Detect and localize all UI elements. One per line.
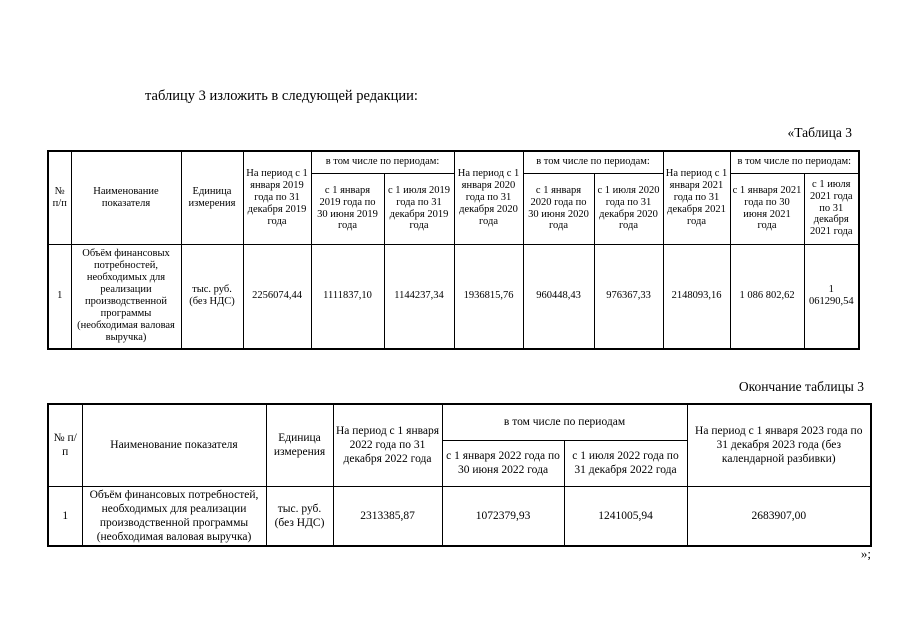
col-header-h2-2020: с 1 июля 2020 года по 31 декабря 2020 го… <box>593 172 664 245</box>
cont-cell-indicator: Объём финансовых потребностей, необходим… <box>81 485 267 547</box>
cont-cell-row-num: 1 <box>47 485 83 547</box>
col-header-period-2021: На период с 1 января 2021 года по 31 дек… <box>662 150 731 245</box>
cont-col-header-h2-2022: с 1 июля 2022 года по 31 декабря 2022 го… <box>563 439 688 487</box>
col-header-h1-2020: с 1 января 2020 года по 30 июня 2020 год… <box>522 172 595 245</box>
col-header-h1-2019: с 1 января 2019 года по 30 июня 2019 год… <box>310 172 385 245</box>
cont-col-header-period-2022: На период с 1 января 2022 года по 31 дек… <box>332 403 443 487</box>
cont-col-header-h1-2022: с 1 января 2022 года по 30 июня 2022 год… <box>441 439 565 487</box>
col-header-period-2020: На период с 1 января 2020 года по 31 дек… <box>453 150 524 245</box>
cont-col-header-including: в том числе по периодам <box>441 403 688 441</box>
table3-main: № п/п Наименование показателя Единица из… <box>47 150 860 350</box>
col-header-including-2020: в том числе по периодам: <box>522 150 664 174</box>
cont-cell-value-h1-2022: 1072379,93 <box>441 485 565 547</box>
table3-header-row-2: с 1 января 2019 года по 30 июня 2019 год… <box>48 172 860 245</box>
col-header-h2-2019: с 1 июля 2019 года по 31 декабря 2019 го… <box>383 172 455 245</box>
table3-data-row: 1 Объём финансовых потребностей, необход… <box>47 243 860 350</box>
table3-cont-header-row-1: № п/п Наименование показателя Единица из… <box>47 403 872 487</box>
cont-cell-value-h2-2022: 1241005,94 <box>563 485 688 547</box>
table3-caption: «Таблица 3 <box>47 125 858 141</box>
col-header-unit: Единица измерения <box>180 150 244 245</box>
cont-col-header-indicator: Наименование показателя <box>81 403 267 487</box>
col-header-indicator: Наименование показателя <box>70 150 182 245</box>
cell-value-h2-2019: 1144237,34 <box>383 243 455 350</box>
cell-value-period-2019: 2256074,44 <box>242 243 312 350</box>
table3-cont-header-row-2: с 1 января 2022 года по 30 июня 2022 год… <box>48 439 871 487</box>
cont-cell-value-2022: 2313385,87 <box>332 485 443 547</box>
cell-unit: тыс. руб. (без НДС) <box>180 243 244 350</box>
cont-col-header-unit: Единица измерения <box>265 403 334 487</box>
col-header-num: № п/п <box>47 150 72 245</box>
col-header-h1-2021: с 1 января 2021 года по 30 июня 2021 год… <box>729 172 805 245</box>
intro-text: таблицу 3 изложить в следующей редакции: <box>145 88 418 104</box>
col-header-h2-2021: с 1 июля 2021 года по 31 декабря 2021 го… <box>803 172 860 245</box>
table3-end-caption-text: Окончание таблицы 3 <box>738 379 864 394</box>
table3-cont-data-row: 1 Объём финансовых потребностей, необход… <box>47 485 872 547</box>
closing-quote-mark: »; <box>860 546 871 561</box>
cell-indicator: Объём финансовых потребностей, необходим… <box>70 243 182 350</box>
table3-header-row-1: № п/п Наименование показателя Единица из… <box>47 150 860 245</box>
cell-row-num: 1 <box>47 243 72 350</box>
cell-value-h2-2021: 1 061290,54 <box>803 243 860 350</box>
col-header-period-2019: На период с 1 января 2019 года по 31 дек… <box>242 150 312 245</box>
table3-continuation: № п/п Наименование показателя Единица из… <box>47 403 872 547</box>
cont-col-header-num: № п/п <box>47 403 83 487</box>
cell-value-period-2021: 2148093,16 <box>662 243 731 350</box>
table3-end-caption: Окончание таблицы 3 <box>47 379 870 395</box>
col-header-including-2021: в том числе по периодам: <box>729 150 860 174</box>
cell-value-h1-2019: 1111837,10 <box>310 243 385 350</box>
cell-value-period-2020: 1936815,76 <box>453 243 524 350</box>
cont-cell-unit: тыс. руб. (без НДС) <box>265 485 334 547</box>
cont-cell-value-2023: 2683907,00 <box>686 485 872 547</box>
cell-value-h1-2021: 1 086 802,62 <box>729 243 805 350</box>
col-header-including-2019: в том числе по периодам: <box>310 150 455 174</box>
table3-caption-text: «Таблица 3 <box>787 125 853 140</box>
cell-value-h1-2020: 960448,43 <box>522 243 595 350</box>
cont-col-header-period-2023: На период с 1 января 2023 года по 31 дек… <box>686 403 872 487</box>
cell-value-h2-2020: 976367,33 <box>593 243 664 350</box>
